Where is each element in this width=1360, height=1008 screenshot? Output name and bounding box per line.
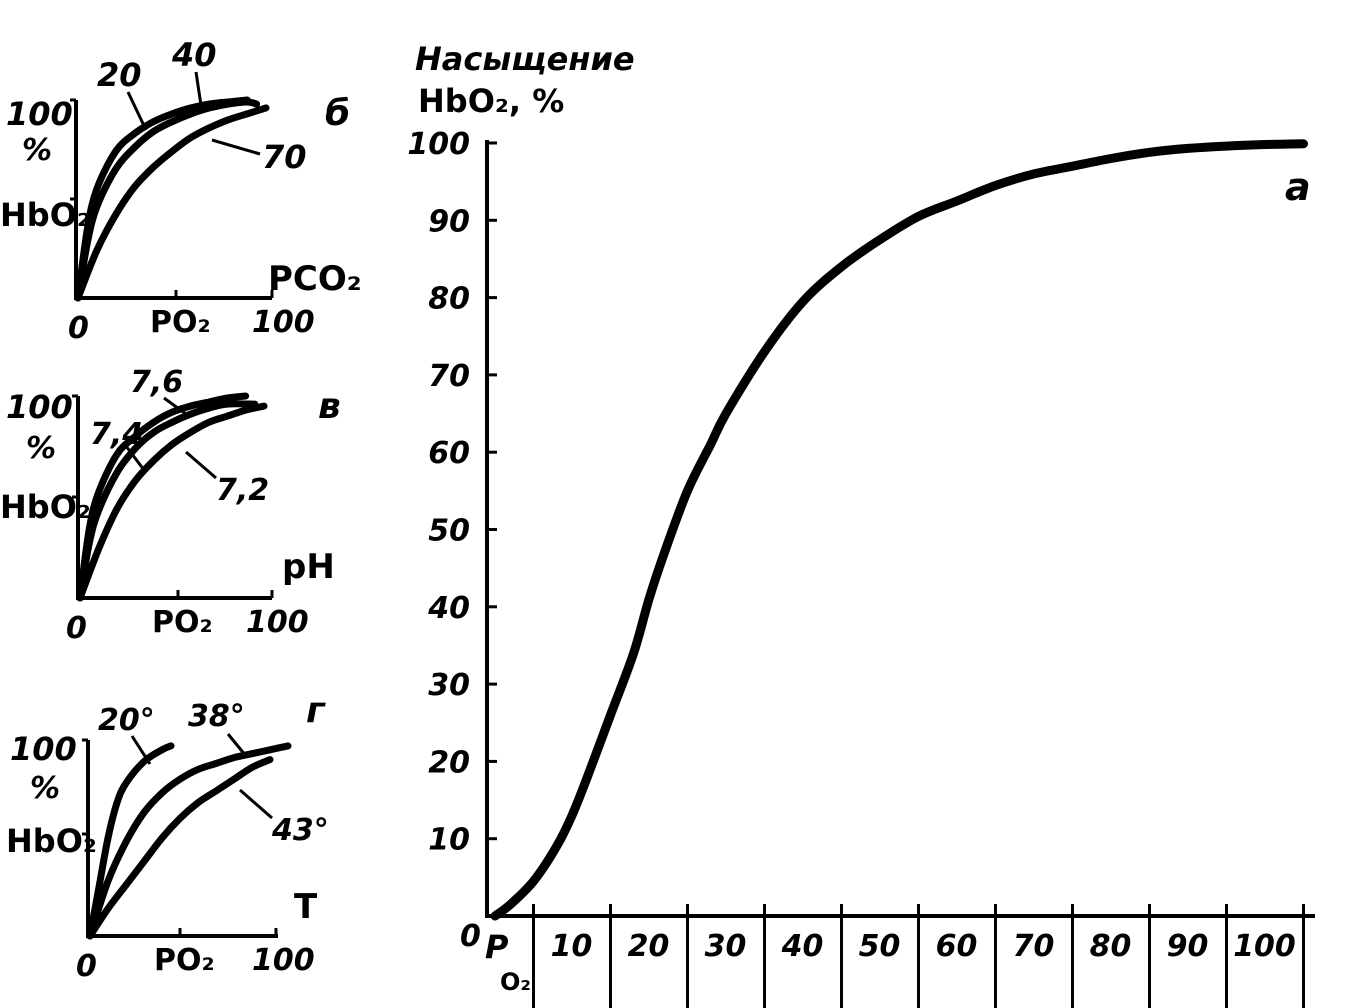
main-xtick-label-70: 70: [1013, 929, 1055, 964]
panel-v-series-76-label: 7,6: [130, 365, 183, 400]
panel-v-curve-74: [76, 400, 259, 602]
main-x-ticks: 10 20 30 40 50 60 70 80 90 100: [532, 904, 1305, 1008]
panel-v-curve-72: [76, 402, 268, 602]
panel-v-series-74-label: 7,4: [90, 417, 143, 452]
main-y-ticks: 10 20 30 40 50 60 70 80 90 100: [407, 127, 497, 858]
panel-v-ylabel-100: 100: [6, 388, 73, 426]
panel-b-leader-70: [211, 138, 261, 156]
main-ytick-label-70: 70: [428, 359, 470, 394]
main-ytick-label-50: 50: [428, 514, 470, 549]
panel-v-x-origin: 0: [66, 611, 87, 646]
panel-b-variable: PCO₂: [268, 259, 362, 299]
panel-v-label: в: [318, 386, 341, 427]
panel-b-xlabel: PO₂: [150, 305, 211, 340]
panel-g-curves: [86, 742, 292, 940]
panel-g-leader-38: [226, 733, 248, 757]
panel-b-ylabel-percent: %: [22, 133, 52, 168]
panel-v-x-max: 100: [246, 605, 309, 640]
main-xtick-label-100: 100: [1233, 929, 1296, 964]
panel-g-ylabel-hbo2: HbO₂: [6, 822, 97, 860]
panel-v-xlabel: PO₂: [152, 605, 213, 640]
panel-b-label: б: [325, 93, 350, 134]
main-xtick-label-30: 30: [705, 929, 747, 964]
panel-v-ylabel-hbo2: HbO₂: [0, 488, 91, 526]
panel-b-curve-40: [74, 98, 261, 302]
panel-v-leader-72: [185, 450, 217, 480]
panel-b-series-20-label: 20: [97, 56, 142, 94]
panel-g-ylabel-100: 100: [10, 730, 77, 768]
panel-b-series-70-label: 70: [262, 138, 307, 176]
panel-v-leader-74: [124, 445, 146, 471]
panel-b-curve-70: [74, 104, 270, 302]
main-ylabel-line2: HbO₂, %: [418, 82, 564, 120]
panel-g-leader-20: [130, 735, 152, 765]
panel-g-label: г: [306, 690, 326, 731]
panel-b-curves: [74, 96, 270, 302]
main-ytick-label-60: 60: [428, 436, 470, 471]
panel-v-curves: [76, 392, 268, 602]
panel-g-series-43-label: 43°: [271, 813, 329, 848]
main-panel-label: а: [1285, 165, 1311, 209]
panel-b-x-origin: 0: [68, 311, 89, 346]
panel-b-ylabel-100: 100: [6, 95, 73, 133]
main-dissociation-curve: [490, 139, 1308, 921]
panel-g-series-38-label: 38°: [188, 699, 245, 734]
panel-v-leader-76: [163, 396, 187, 416]
panel-g-x-max: 100: [252, 943, 315, 978]
panel-b-leader-20: [126, 91, 148, 131]
panel-g-variable: T: [294, 887, 318, 927]
panel-g: 100 % HbO₂ г T 0 PO₂ 100 20° 38° 43°: [6, 690, 329, 984]
panel-g-x-origin: 0: [76, 949, 97, 984]
panel-v-variable: pH: [282, 547, 335, 587]
main-xtick-label-10: 10: [551, 929, 593, 964]
main-xtick-label-80: 80: [1090, 929, 1132, 964]
panel-g-series-20-label: 20°: [98, 703, 155, 738]
main-ytick-label-40: 40: [427, 591, 470, 626]
panel-b: 100 % HbO₂ б PCO₂ 0 PO₂ 100 20 40 70: [0, 36, 362, 346]
main-xlabel-sub: O₂: [500, 968, 531, 996]
panel-v: 100 % HbO₂ в pH 0 PO₂ 100 7,6 7,4 7,2: [0, 365, 341, 646]
panel-b-leader-40: [194, 71, 204, 113]
main-chart: Насыщение HbO₂, % а 10203040506070809010…: [407, 40, 1315, 1008]
main-ytick-label-20: 20: [428, 745, 470, 780]
main-xtick-label-20: 20: [628, 929, 670, 964]
main-xtick-label-50: 50: [859, 929, 901, 964]
panel-g-ylabel-percent: %: [30, 771, 60, 806]
panel-g-curve-38: [86, 742, 292, 940]
main-xtick-label-60: 60: [936, 929, 978, 964]
panel-b-x-max: 100: [252, 305, 315, 340]
main-ylabel-line1: Насыщение: [415, 40, 635, 78]
main-ytick-label-90: 90: [428, 204, 470, 239]
main-ytick-label-30: 30: [428, 668, 470, 703]
panel-v-ylabel-percent: %: [26, 431, 56, 466]
main-xlabel: P: [485, 928, 509, 966]
main-ytick-label-10: 10: [428, 823, 470, 858]
main-ytick-label-100: 100: [407, 127, 470, 162]
main-origin-label: 0: [460, 919, 481, 954]
main-xtick-label-40: 40: [781, 929, 824, 964]
panel-b-series-40-label: 40: [171, 36, 217, 74]
panel-g-xlabel: PO₂: [154, 943, 215, 978]
panel-g-curve-43: [86, 756, 274, 940]
panel-v-curve-76: [76, 392, 250, 602]
main-ytick-label-80: 80: [428, 282, 470, 317]
panel-g-curve-20: [86, 742, 175, 940]
main-xtick-label-90: 90: [1167, 929, 1209, 964]
panel-v-series-72-label: 7,2: [216, 473, 269, 508]
panel-g-leader-43: [239, 788, 273, 820]
